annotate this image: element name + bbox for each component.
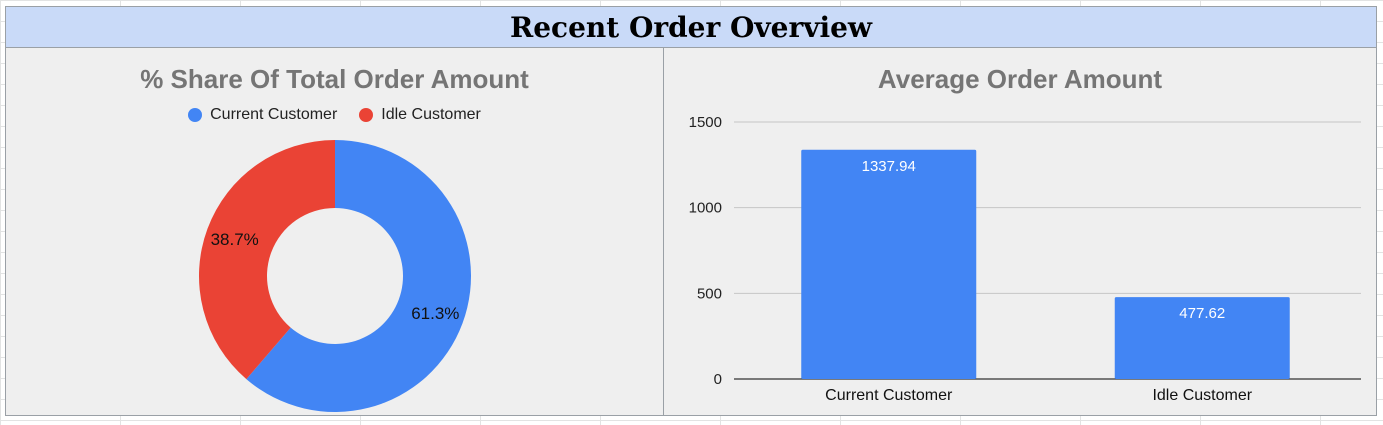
legend-dot-current-icon xyxy=(188,108,203,122)
donut-label-current: 61.3% xyxy=(411,304,459,323)
dashboard-title: Recent Order Overview xyxy=(6,7,1376,48)
x-category-label: Current Customer xyxy=(825,387,953,404)
share-chart-panel[interactable]: % Share Of Total Order Amount Current Cu… xyxy=(6,48,663,416)
x-category-label: Idle Customer xyxy=(1152,387,1252,404)
donut-slice-current[interactable] xyxy=(246,140,471,412)
legend-label-current: Current Customer xyxy=(210,106,338,123)
share-chart-legend: Current Customer Idle Customer xyxy=(6,106,663,124)
average-chart-panel[interactable]: Average Order Amount 0 500 1000 1500 1337.94… xyxy=(664,48,1376,416)
legend-dot-idle-icon xyxy=(359,108,374,122)
y-tick-label: 1500 xyxy=(689,114,722,131)
bar-value-label: 477.62 xyxy=(1179,305,1225,322)
legend-item-idle: Idle Customer xyxy=(359,106,481,124)
dashboard-frame: Recent Order Overview % Share Of Total O… xyxy=(5,6,1377,416)
y-tick-label: 1000 xyxy=(689,200,722,217)
donut-slice-idle[interactable] xyxy=(199,140,335,380)
legend-item-current: Current Customer xyxy=(188,106,337,124)
donut-label-idle: 38.7% xyxy=(211,230,259,249)
bar-current[interactable] xyxy=(801,149,977,379)
bar-idle[interactable] xyxy=(1114,297,1290,379)
average-chart-title: Average Order Amount xyxy=(877,64,1163,94)
donut-chart: 61.3% 38.7% xyxy=(199,140,471,412)
bar-chart: 0 500 1000 1500 1337.94 Current Customer 477.6… xyxy=(689,114,1361,404)
panel-divider xyxy=(663,48,664,416)
y-tick-label: 0 xyxy=(714,371,722,388)
legend-label-idle: Idle Customer xyxy=(381,106,481,123)
share-chart-title: % Share Of Total Order Amount xyxy=(140,64,529,94)
y-tick-label: 500 xyxy=(697,285,722,302)
bar-value-label: 1337.94 xyxy=(862,158,916,175)
